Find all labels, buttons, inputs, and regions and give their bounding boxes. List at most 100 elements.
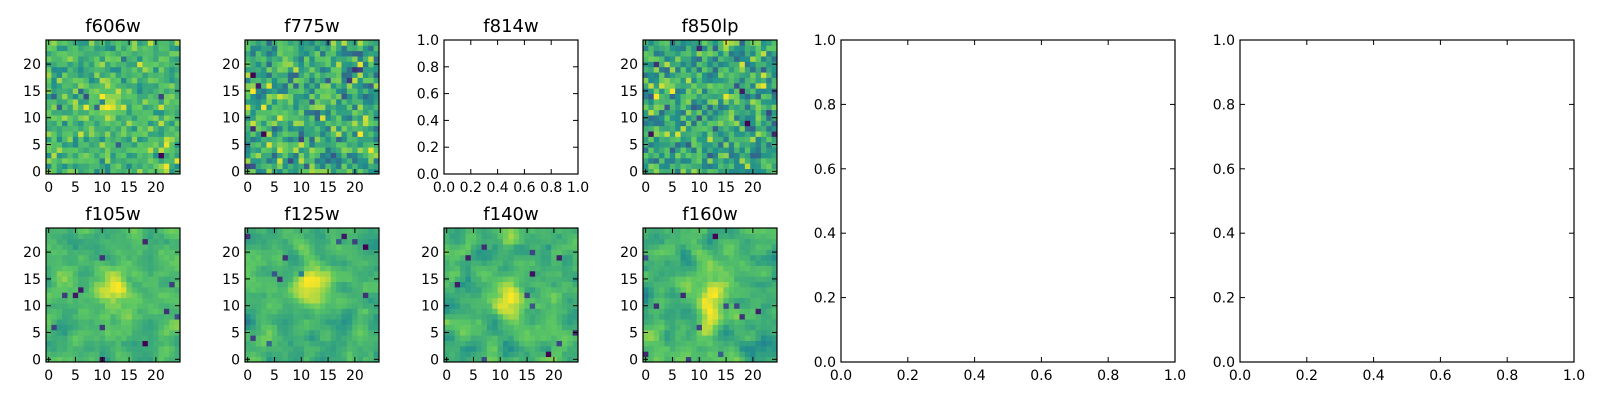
- heatmap-cell: [115, 286, 122, 293]
- heatmap-cell: [131, 61, 138, 68]
- heatmap-cell: [760, 254, 767, 261]
- heatmap-cell: [250, 168, 257, 175]
- heatmap-cell: [115, 265, 122, 272]
- heatmap-cell: [277, 104, 283, 111]
- heatmap-cell: [309, 93, 316, 100]
- heatmap-cell: [83, 163, 90, 170]
- heatmap-cell: [303, 286, 310, 293]
- heatmap-cell: [142, 56, 149, 62]
- heatmap-cell: [760, 356, 767, 363]
- heatmap-cell: [357, 233, 364, 240]
- heatmap-cell: [556, 244, 563, 250]
- heatmap-cell: [352, 297, 358, 304]
- heatmap-cell: [142, 270, 149, 277]
- heatmap-cell: [744, 82, 751, 89]
- heatmap-cell: [551, 254, 557, 261]
- heatmap-cell: [755, 88, 762, 94]
- heatmap-cell: [723, 297, 730, 304]
- heatmap-cell: [266, 66, 273, 73]
- heatmap-cell: [137, 152, 143, 159]
- heatmap-cell: [115, 297, 122, 304]
- heatmap-cell: [357, 72, 364, 78]
- heatmap-cell: [121, 265, 127, 272]
- heatmap-cell: [675, 88, 681, 94]
- x-tick-label: 5: [668, 368, 677, 384]
- heatmap-cell: [298, 141, 305, 148]
- heatmap-cell: [766, 125, 773, 132]
- heatmap-cell: [728, 88, 735, 94]
- heatmap-cell: [728, 297, 735, 304]
- heatmap-cell: [556, 249, 563, 256]
- heatmap-cell: [755, 131, 762, 137]
- heatmap-cell: [271, 50, 278, 57]
- heatmap-cell: [502, 292, 509, 299]
- heatmap-cell: [336, 125, 342, 132]
- heatmap-cell: [707, 281, 714, 288]
- heatmap-cell: [282, 82, 289, 89]
- heatmap-cell: [707, 233, 714, 240]
- heatmap-cell: [669, 254, 676, 261]
- heatmap-cell: [470, 292, 477, 299]
- heatmap-cell: [51, 152, 58, 159]
- heatmap-cell: [739, 270, 746, 277]
- heatmap-cell: [648, 115, 655, 121]
- heatmap-cell: [261, 163, 267, 170]
- heatmap-cell: [78, 104, 84, 111]
- heatmap-cell: [158, 163, 165, 170]
- y-tick-label: 10: [421, 299, 439, 315]
- heatmap-cell: [325, 82, 332, 89]
- heatmap-cell: [535, 249, 541, 256]
- heatmap-cell: [685, 152, 692, 159]
- heatmap-cell: [282, 313, 289, 320]
- heatmap-cell: [701, 141, 708, 148]
- heatmap-cell: [341, 335, 348, 341]
- heatmap-cell: [454, 254, 461, 261]
- heatmap-cell: [519, 244, 525, 250]
- heatmap-cell: [266, 40, 273, 46]
- heatmap-cell: [486, 356, 493, 363]
- heatmap-cell: [643, 45, 649, 52]
- heatmap-cell: [540, 319, 547, 325]
- heatmap-cell: [368, 345, 375, 352]
- heatmap-cell: [83, 147, 90, 153]
- heatmap-cell: [78, 276, 84, 282]
- heatmap-cell: [72, 125, 79, 132]
- heatmap-cell: [373, 157, 380, 164]
- heatmap-cell: [357, 56, 364, 62]
- heatmap-cell: [78, 98, 84, 105]
- heatmap-cell: [551, 303, 557, 309]
- heatmap-cell: [126, 286, 133, 293]
- heatmap-cell: [373, 265, 380, 272]
- heatmap-cell: [643, 281, 649, 288]
- heatmap-cell: [352, 141, 358, 148]
- heatmap-cell: [728, 93, 735, 100]
- heatmap-cell: [320, 50, 326, 57]
- heatmap-cell: [357, 308, 364, 315]
- heatmap-cell: [336, 244, 342, 250]
- heatmap-cell: [357, 152, 364, 159]
- heatmap-cell: [330, 61, 337, 68]
- heatmap-cell: [572, 281, 579, 288]
- heatmap-cell: [115, 72, 122, 78]
- heatmap-cell: [771, 281, 778, 288]
- heatmap-cell: [309, 168, 316, 175]
- heatmap-cell: [110, 249, 117, 256]
- heatmap-cell: [341, 77, 348, 84]
- heatmap-cell: [137, 56, 143, 62]
- heatmap-cell: [250, 249, 257, 256]
- heatmap-cell: [115, 345, 122, 352]
- heatmap-cell: [766, 351, 773, 358]
- heatmap-cell: [121, 45, 127, 52]
- heatmap-cell: [158, 77, 165, 84]
- heatmap-cell: [648, 104, 655, 111]
- heatmap-cell: [659, 265, 665, 272]
- heatmap-cell: [680, 313, 687, 320]
- heatmap-cell: [163, 120, 170, 127]
- heatmap-cell: [99, 120, 106, 127]
- heatmap-cell: [83, 88, 90, 94]
- heatmap-cell: [755, 238, 762, 245]
- heatmap-cell: [766, 335, 773, 341]
- heatmap-cell: [664, 265, 671, 272]
- heatmap-cell: [325, 265, 332, 272]
